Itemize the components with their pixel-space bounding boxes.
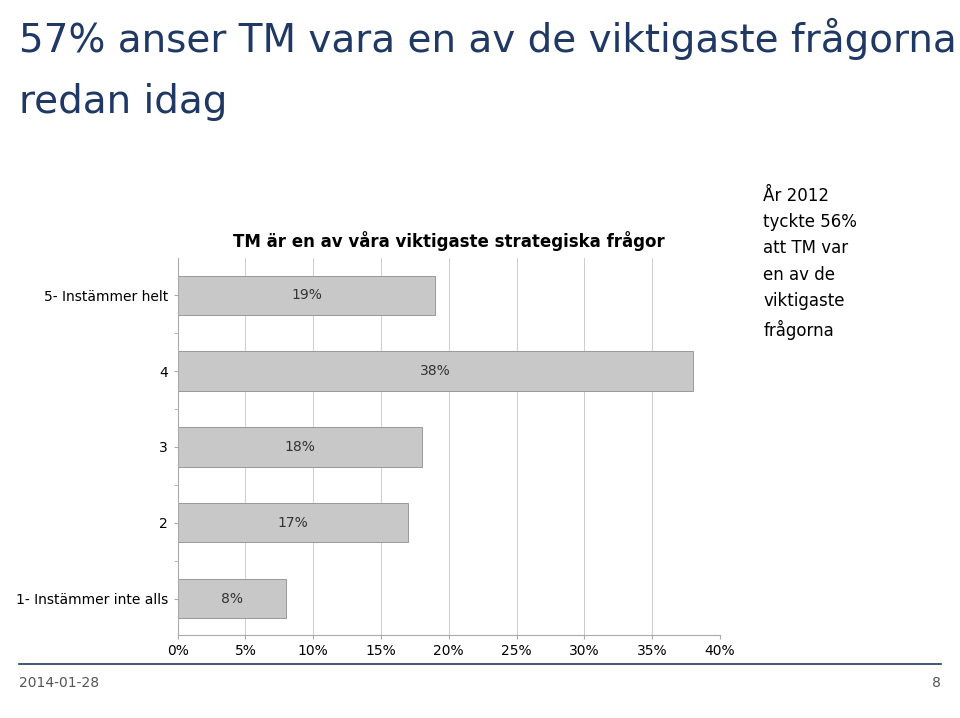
Text: 18%: 18% (284, 440, 315, 454)
Text: redan idag: redan idag (19, 83, 228, 121)
Title: TM är en av våra viktigaste strategiska frågor: TM är en av våra viktigaste strategiska … (233, 231, 664, 251)
Bar (178, 351, 693, 391)
Text: 38%: 38% (420, 364, 450, 378)
Text: År 2012
tyckte 56%
att TM var
en av de
viktigaste
frågorna: År 2012 tyckte 56% att TM var en av de v… (763, 187, 857, 340)
Bar (178, 427, 421, 467)
Text: 17%: 17% (277, 516, 308, 530)
Text: 2014-01-28: 2014-01-28 (19, 676, 99, 690)
Bar (178, 579, 286, 618)
Bar (178, 276, 435, 315)
Text: 8%: 8% (221, 592, 243, 605)
Text: 19%: 19% (291, 289, 322, 302)
Text: 8: 8 (932, 676, 941, 690)
Bar (178, 503, 408, 543)
Text: 57% anser TM vara en av de viktigaste frågorna: 57% anser TM vara en av de viktigaste fr… (19, 18, 957, 60)
